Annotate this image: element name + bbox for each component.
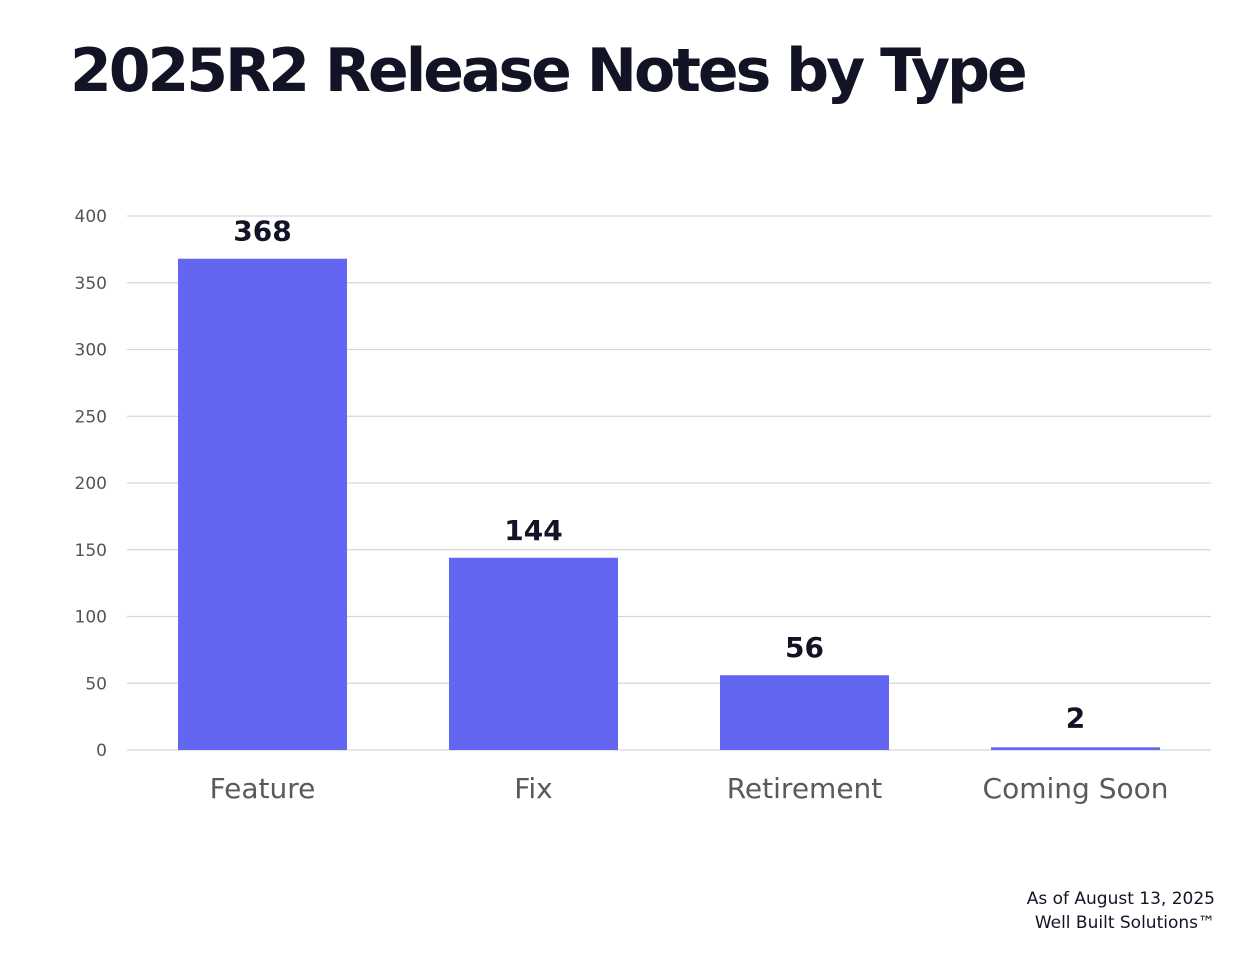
category-label: Feature (210, 772, 316, 805)
footnote: As of August 13, 2025 Well Built Solutio… (1027, 887, 1215, 935)
data-label: 56 (785, 631, 824, 664)
data-labels: 368 144 56 2 (233, 215, 1085, 735)
x-axis-categories: Feature Fix Retirement Coming Soon (210, 772, 1169, 805)
y-tick-label: 100 (75, 608, 107, 628)
y-tick-label: 400 (75, 207, 107, 227)
bar-feature (178, 258, 347, 750)
y-tick-label: 250 (75, 407, 107, 427)
bar-coming-soon (991, 747, 1160, 750)
y-tick-label: 300 (75, 341, 107, 361)
bars (178, 258, 1160, 750)
y-tick-label: 150 (75, 541, 107, 561)
category-label: Retirement (727, 772, 883, 805)
y-tick-label: 200 (75, 474, 107, 494)
bar-retirement (720, 675, 889, 750)
data-label: 368 (233, 215, 291, 248)
y-axis-ticks: 0 50 100 150 200 250 300 350 400 (75, 207, 107, 761)
category-label: Coming Soon (983, 772, 1169, 805)
y-tick-label: 50 (85, 674, 107, 694)
y-tick-label: 0 (96, 741, 107, 761)
footnote-company: Well Built Solutions™ (1034, 913, 1215, 933)
data-label: 2 (1066, 701, 1085, 734)
footnote-date: As of August 13, 2025 (1026, 889, 1215, 909)
data-label: 144 (504, 514, 562, 547)
y-tick-label: 350 (75, 274, 107, 294)
category-label: Fix (514, 772, 552, 805)
chart-title: 2025R2 Release Notes by Type (70, 36, 1028, 106)
bar-fix (449, 557, 618, 750)
